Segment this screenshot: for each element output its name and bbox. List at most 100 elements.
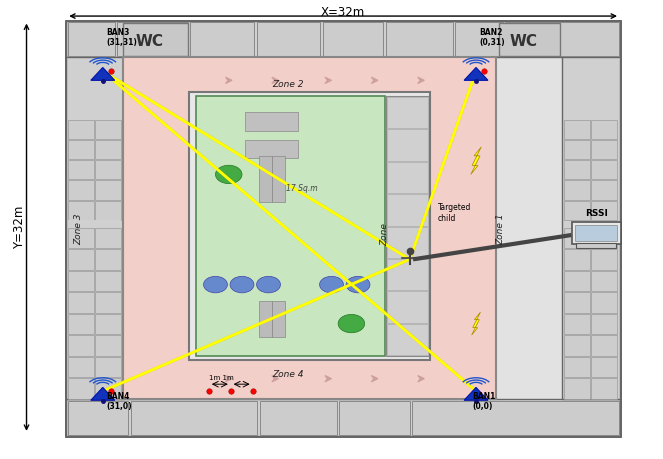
Bar xyxy=(260,401,337,435)
Text: BAN2
(0,31): BAN2 (0,31) xyxy=(479,28,505,47)
Bar xyxy=(66,57,123,399)
Bar xyxy=(591,335,617,356)
Bar xyxy=(455,22,503,56)
Polygon shape xyxy=(325,77,332,84)
Bar xyxy=(68,249,94,270)
Bar xyxy=(95,271,121,291)
Bar xyxy=(68,160,94,179)
Bar xyxy=(117,22,188,56)
Polygon shape xyxy=(471,147,481,174)
Bar xyxy=(68,335,94,356)
Bar xyxy=(95,201,121,220)
Polygon shape xyxy=(371,77,378,84)
Bar xyxy=(68,220,121,227)
Bar xyxy=(591,292,617,313)
Polygon shape xyxy=(418,77,424,84)
Polygon shape xyxy=(464,387,488,400)
Bar xyxy=(564,314,589,334)
Bar xyxy=(95,228,121,248)
Text: Zone 4: Zone 4 xyxy=(272,369,304,379)
Bar xyxy=(95,140,121,159)
Bar xyxy=(245,112,298,131)
Polygon shape xyxy=(91,67,115,80)
Bar xyxy=(66,21,620,436)
Bar xyxy=(387,259,428,291)
Bar xyxy=(68,180,94,200)
Bar xyxy=(591,357,617,377)
Bar xyxy=(68,120,94,139)
Text: BAN1
(0,0): BAN1 (0,0) xyxy=(473,392,496,411)
Bar xyxy=(591,180,617,200)
Bar xyxy=(564,271,589,291)
Bar xyxy=(387,97,428,129)
Bar xyxy=(68,228,94,248)
Bar xyxy=(68,401,128,435)
Circle shape xyxy=(257,276,280,293)
Text: Zone 2: Zone 2 xyxy=(272,80,304,90)
Bar xyxy=(95,292,121,313)
Text: Y=32m: Y=32m xyxy=(13,206,27,249)
Circle shape xyxy=(320,276,343,293)
Bar xyxy=(95,314,121,334)
Bar xyxy=(564,160,589,179)
Bar xyxy=(505,22,619,56)
Bar xyxy=(95,357,121,377)
Bar xyxy=(387,324,428,355)
Bar xyxy=(68,314,94,334)
Text: Zone 1: Zone 1 xyxy=(496,214,505,245)
Polygon shape xyxy=(325,375,332,382)
Bar xyxy=(576,243,616,248)
Bar xyxy=(591,314,617,334)
Bar xyxy=(66,21,620,57)
Bar xyxy=(123,57,496,399)
Bar xyxy=(591,160,617,179)
Bar xyxy=(123,57,496,399)
Bar xyxy=(562,57,620,399)
Bar xyxy=(190,22,254,56)
Bar xyxy=(575,225,617,241)
Polygon shape xyxy=(225,77,232,84)
Bar xyxy=(95,378,121,399)
Bar xyxy=(272,156,285,202)
Bar xyxy=(564,180,589,200)
Circle shape xyxy=(204,276,227,293)
Bar xyxy=(591,201,617,220)
Bar xyxy=(591,378,617,399)
Bar xyxy=(387,129,428,161)
Bar xyxy=(68,378,94,399)
Polygon shape xyxy=(471,312,481,335)
Bar xyxy=(591,271,617,291)
Bar xyxy=(68,292,94,313)
Bar xyxy=(386,96,429,356)
Bar xyxy=(339,401,410,435)
Text: X=32m: X=32m xyxy=(321,6,365,19)
Bar xyxy=(68,22,115,56)
Bar xyxy=(68,140,94,159)
Text: BAN3
(31,31): BAN3 (31,31) xyxy=(106,28,137,47)
Polygon shape xyxy=(272,77,278,84)
Bar xyxy=(564,357,589,377)
Bar xyxy=(323,22,383,56)
Bar xyxy=(499,23,560,56)
Bar xyxy=(591,140,617,159)
Bar xyxy=(95,249,121,270)
Polygon shape xyxy=(418,375,424,382)
Bar xyxy=(259,301,272,337)
Bar xyxy=(95,160,121,179)
Bar xyxy=(245,140,298,158)
Bar xyxy=(386,22,453,56)
Text: 1m 1m: 1m 1m xyxy=(209,375,233,381)
Bar xyxy=(257,22,320,56)
Bar xyxy=(68,201,94,220)
Bar xyxy=(387,162,428,193)
Bar xyxy=(68,357,94,377)
Bar xyxy=(189,92,430,360)
Bar xyxy=(564,228,589,248)
Polygon shape xyxy=(371,375,378,382)
Text: RSSI: RSSI xyxy=(585,209,608,218)
Bar xyxy=(272,301,285,337)
Text: WC: WC xyxy=(135,34,163,49)
Text: WC: WC xyxy=(510,34,538,49)
Bar xyxy=(564,140,589,159)
Bar xyxy=(591,249,617,270)
